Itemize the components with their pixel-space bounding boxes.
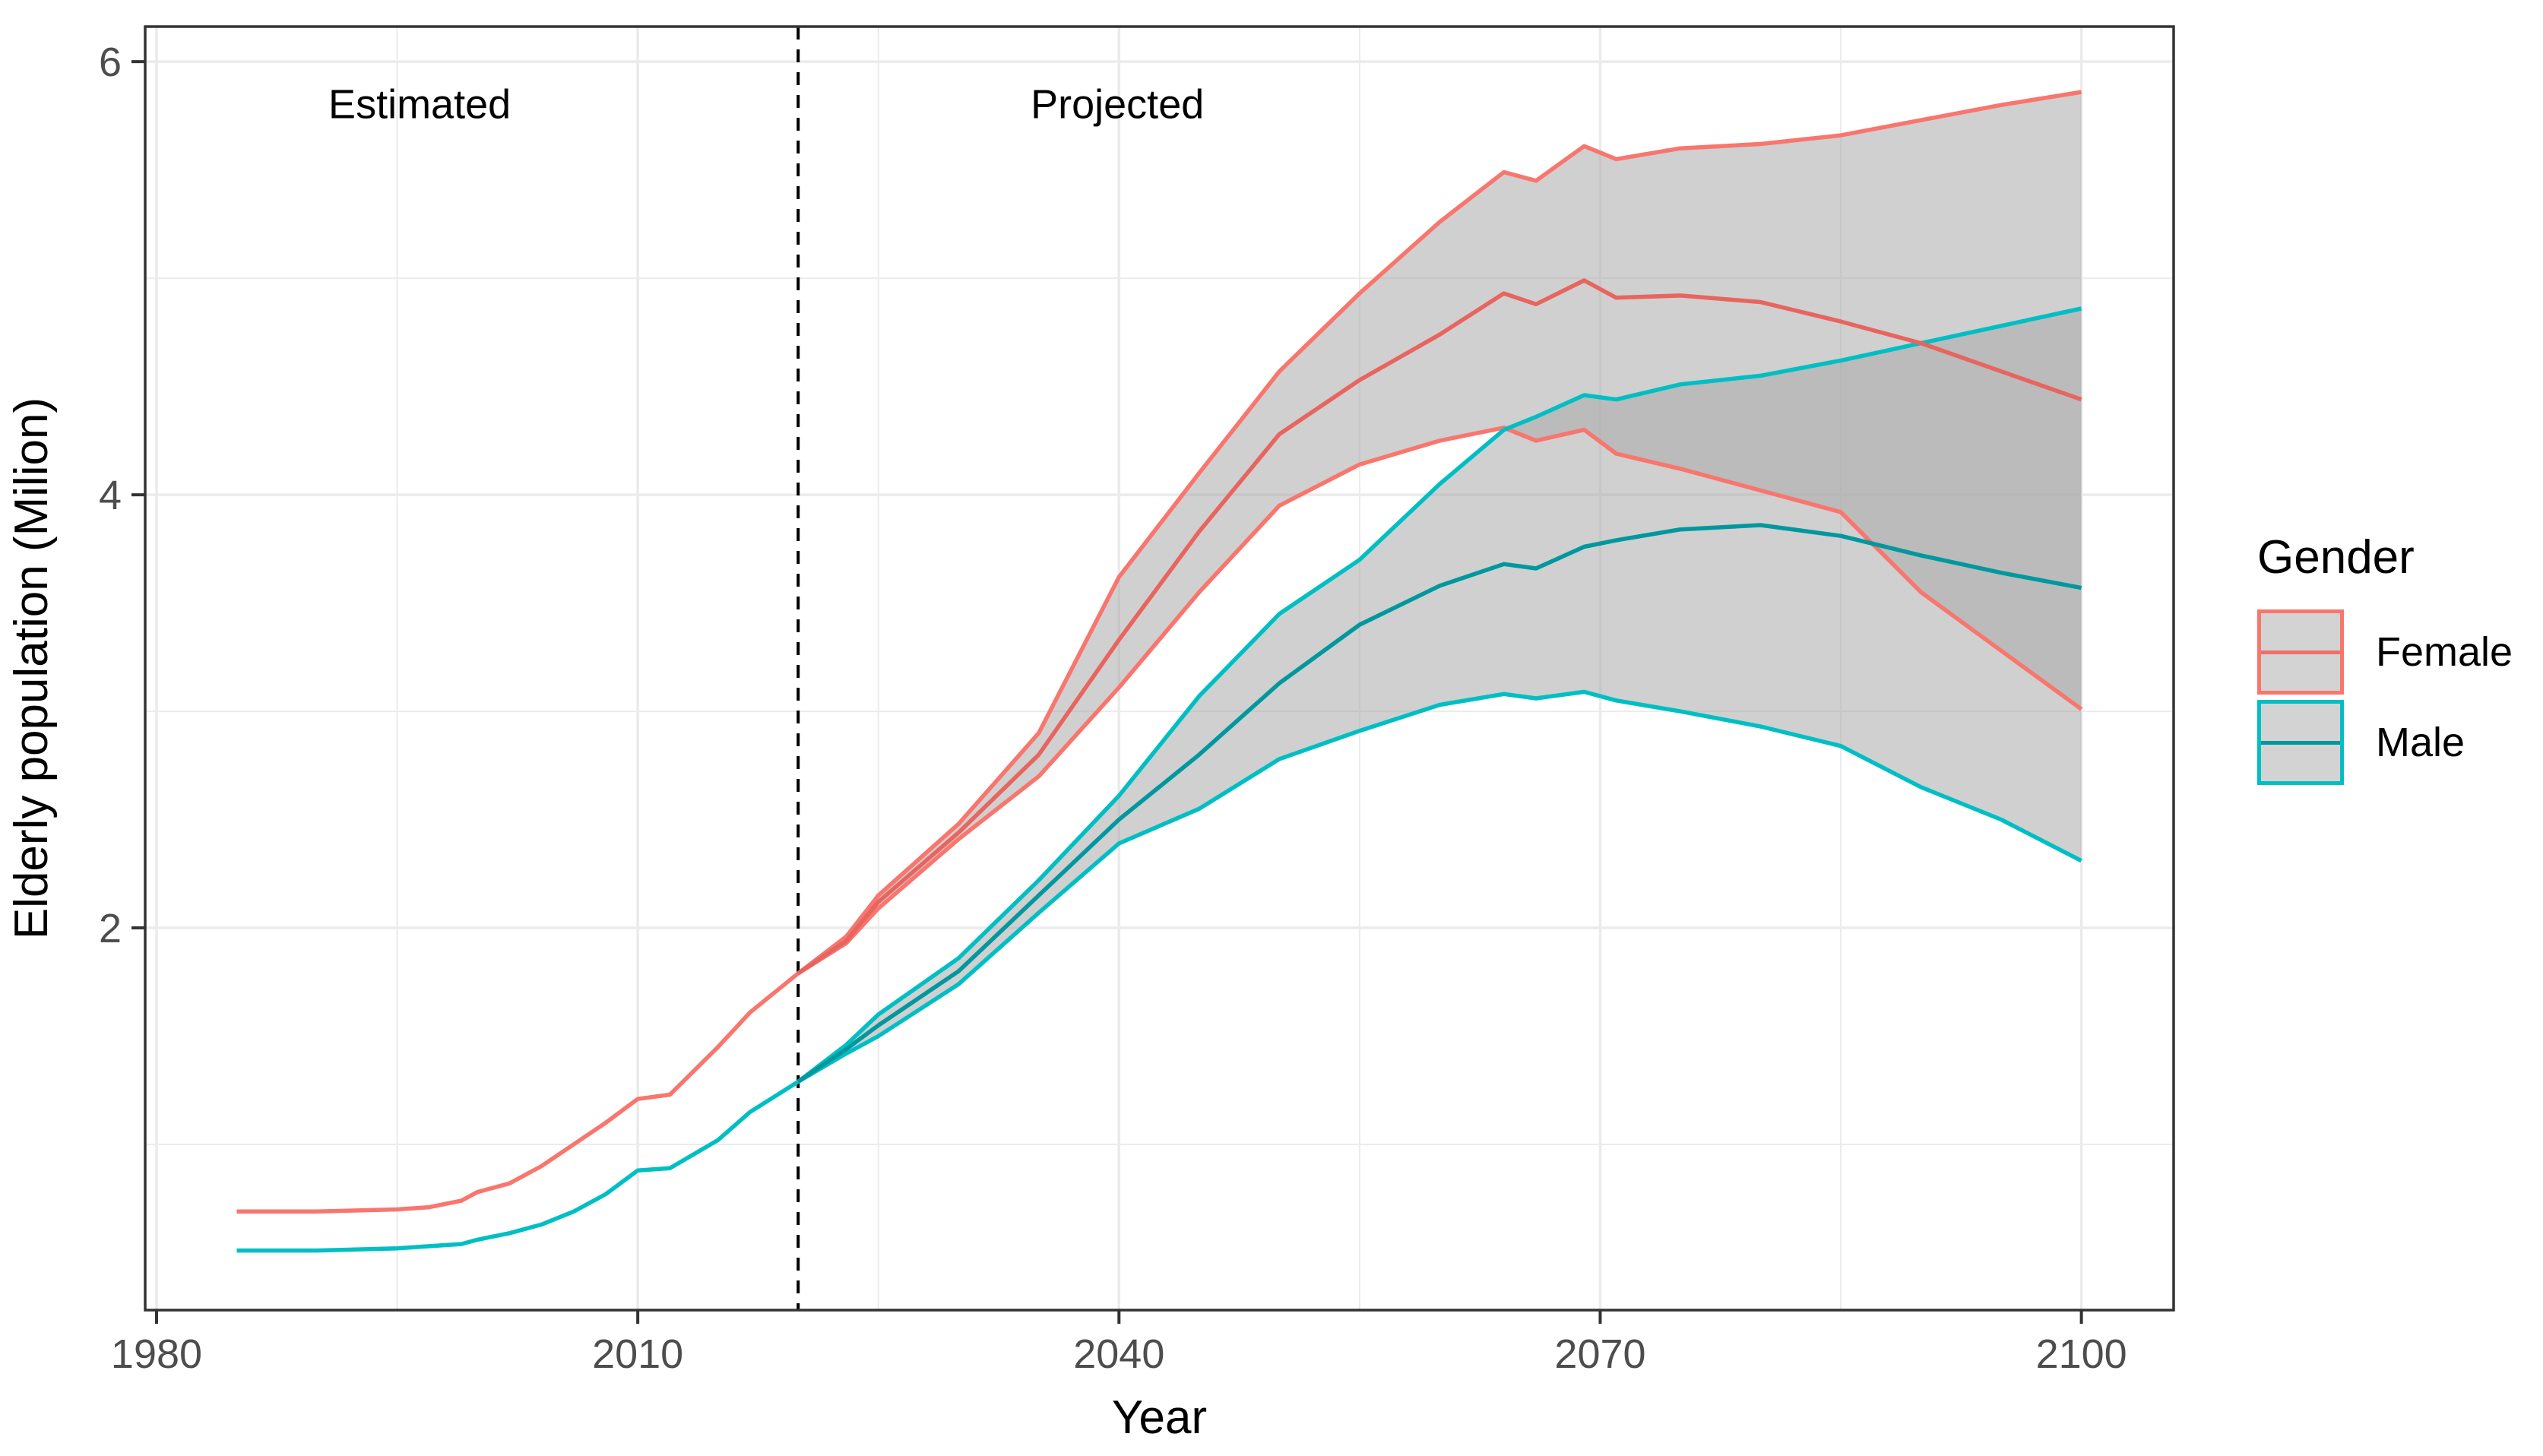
svg-text:Year: Year (1112, 1391, 1207, 1444)
svg-text:4: 4 (99, 473, 122, 518)
svg-text:1980: 1980 (111, 1331, 202, 1377)
svg-text:2010: 2010 (592, 1331, 683, 1377)
svg-text:Elderly population (Milion): Elderly population (Milion) (5, 397, 58, 939)
female-key-swatch (2257, 609, 2344, 695)
svg-text:2040: 2040 (1073, 1331, 1164, 1377)
svg-text:2: 2 (99, 906, 122, 951)
legend: Gender Female Male (2257, 531, 2513, 790)
svg-text:2100: 2100 (2036, 1331, 2127, 1377)
svg-text:6: 6 (99, 40, 122, 85)
legend-entry-male: Male (2257, 700, 2513, 786)
svg-text:Estimated: Estimated (328, 81, 511, 127)
male-key-line-icon (2261, 740, 2340, 745)
legend-title: Gender (2257, 531, 2415, 584)
male-key-swatch (2257, 700, 2344, 786)
svg-text:2070: 2070 (1554, 1331, 1645, 1377)
svg-text:Projected: Projected (1031, 81, 1204, 127)
legend-label-female: Female (2376, 629, 2513, 676)
female-key-line-icon (2261, 650, 2340, 654)
legend-entry-female: Female (2257, 609, 2513, 695)
legend-label-male: Male (2376, 720, 2465, 766)
